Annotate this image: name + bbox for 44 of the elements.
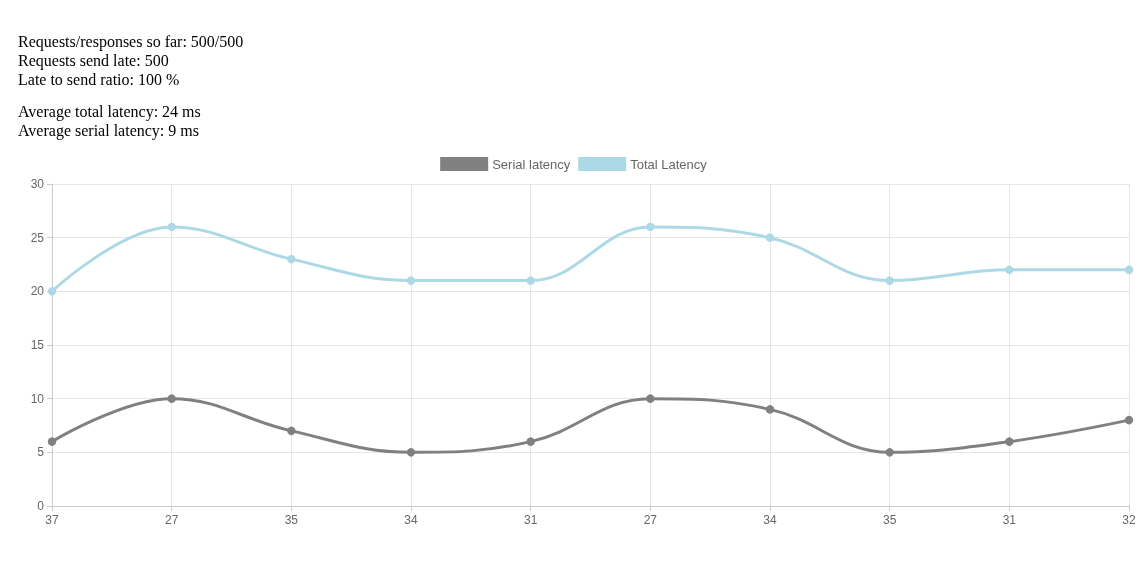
legend-label: Total Latency bbox=[630, 156, 708, 172]
x-tick-label: 34 bbox=[404, 513, 418, 527]
point bbox=[167, 222, 176, 232]
point bbox=[885, 276, 894, 285]
text: Average total latency: 24 ms bbox=[18, 102, 202, 121]
y-tick-label: 0 bbox=[37, 499, 45, 513]
y-tick-label: 15 bbox=[30, 338, 45, 352]
x-tick-label: 32 bbox=[1122, 513, 1136, 527]
text: Average serial latency: 9 ms bbox=[18, 121, 200, 140]
text: Requests send late: 500 bbox=[18, 51, 170, 70]
x-tick-label: 31 bbox=[523, 513, 538, 527]
legend-label: Serial latency bbox=[492, 156, 571, 172]
x-tick-label: 34 bbox=[763, 513, 777, 527]
point bbox=[406, 276, 416, 285]
y-tick-label: 20 bbox=[30, 284, 45, 299]
point bbox=[47, 437, 57, 446]
point bbox=[526, 437, 535, 446]
x-tick-label: 31 bbox=[1002, 513, 1017, 527]
point bbox=[287, 254, 296, 264]
x-tick-label: 37 bbox=[45, 513, 59, 527]
text: Late to send ratio: 100 % bbox=[18, 70, 181, 89]
y-tick-label: 5 bbox=[37, 445, 45, 460]
point bbox=[1005, 265, 1014, 275]
point bbox=[167, 394, 176, 403]
point bbox=[646, 394, 655, 403]
point bbox=[287, 426, 296, 436]
y-tick-label: 25 bbox=[30, 230, 45, 245]
x-tick-label: 27 bbox=[164, 513, 179, 527]
point bbox=[1005, 437, 1014, 446]
point bbox=[1124, 415, 1134, 425]
point bbox=[646, 222, 655, 232]
x-tick-label: 27 bbox=[643, 513, 658, 527]
point bbox=[765, 405, 775, 414]
point bbox=[1124, 265, 1134, 275]
y-tick-label: 10 bbox=[30, 391, 45, 406]
text: Requests/responses so far: 500/500 bbox=[18, 32, 245, 51]
point bbox=[526, 276, 535, 285]
point bbox=[406, 448, 416, 457]
point bbox=[47, 287, 57, 296]
point bbox=[885, 448, 894, 457]
point bbox=[765, 233, 775, 242]
x-tick-label: 35 bbox=[284, 513, 299, 527]
x-tick-label: 35 bbox=[882, 513, 897, 527]
y-tick-label: 30 bbox=[30, 177, 45, 191]
